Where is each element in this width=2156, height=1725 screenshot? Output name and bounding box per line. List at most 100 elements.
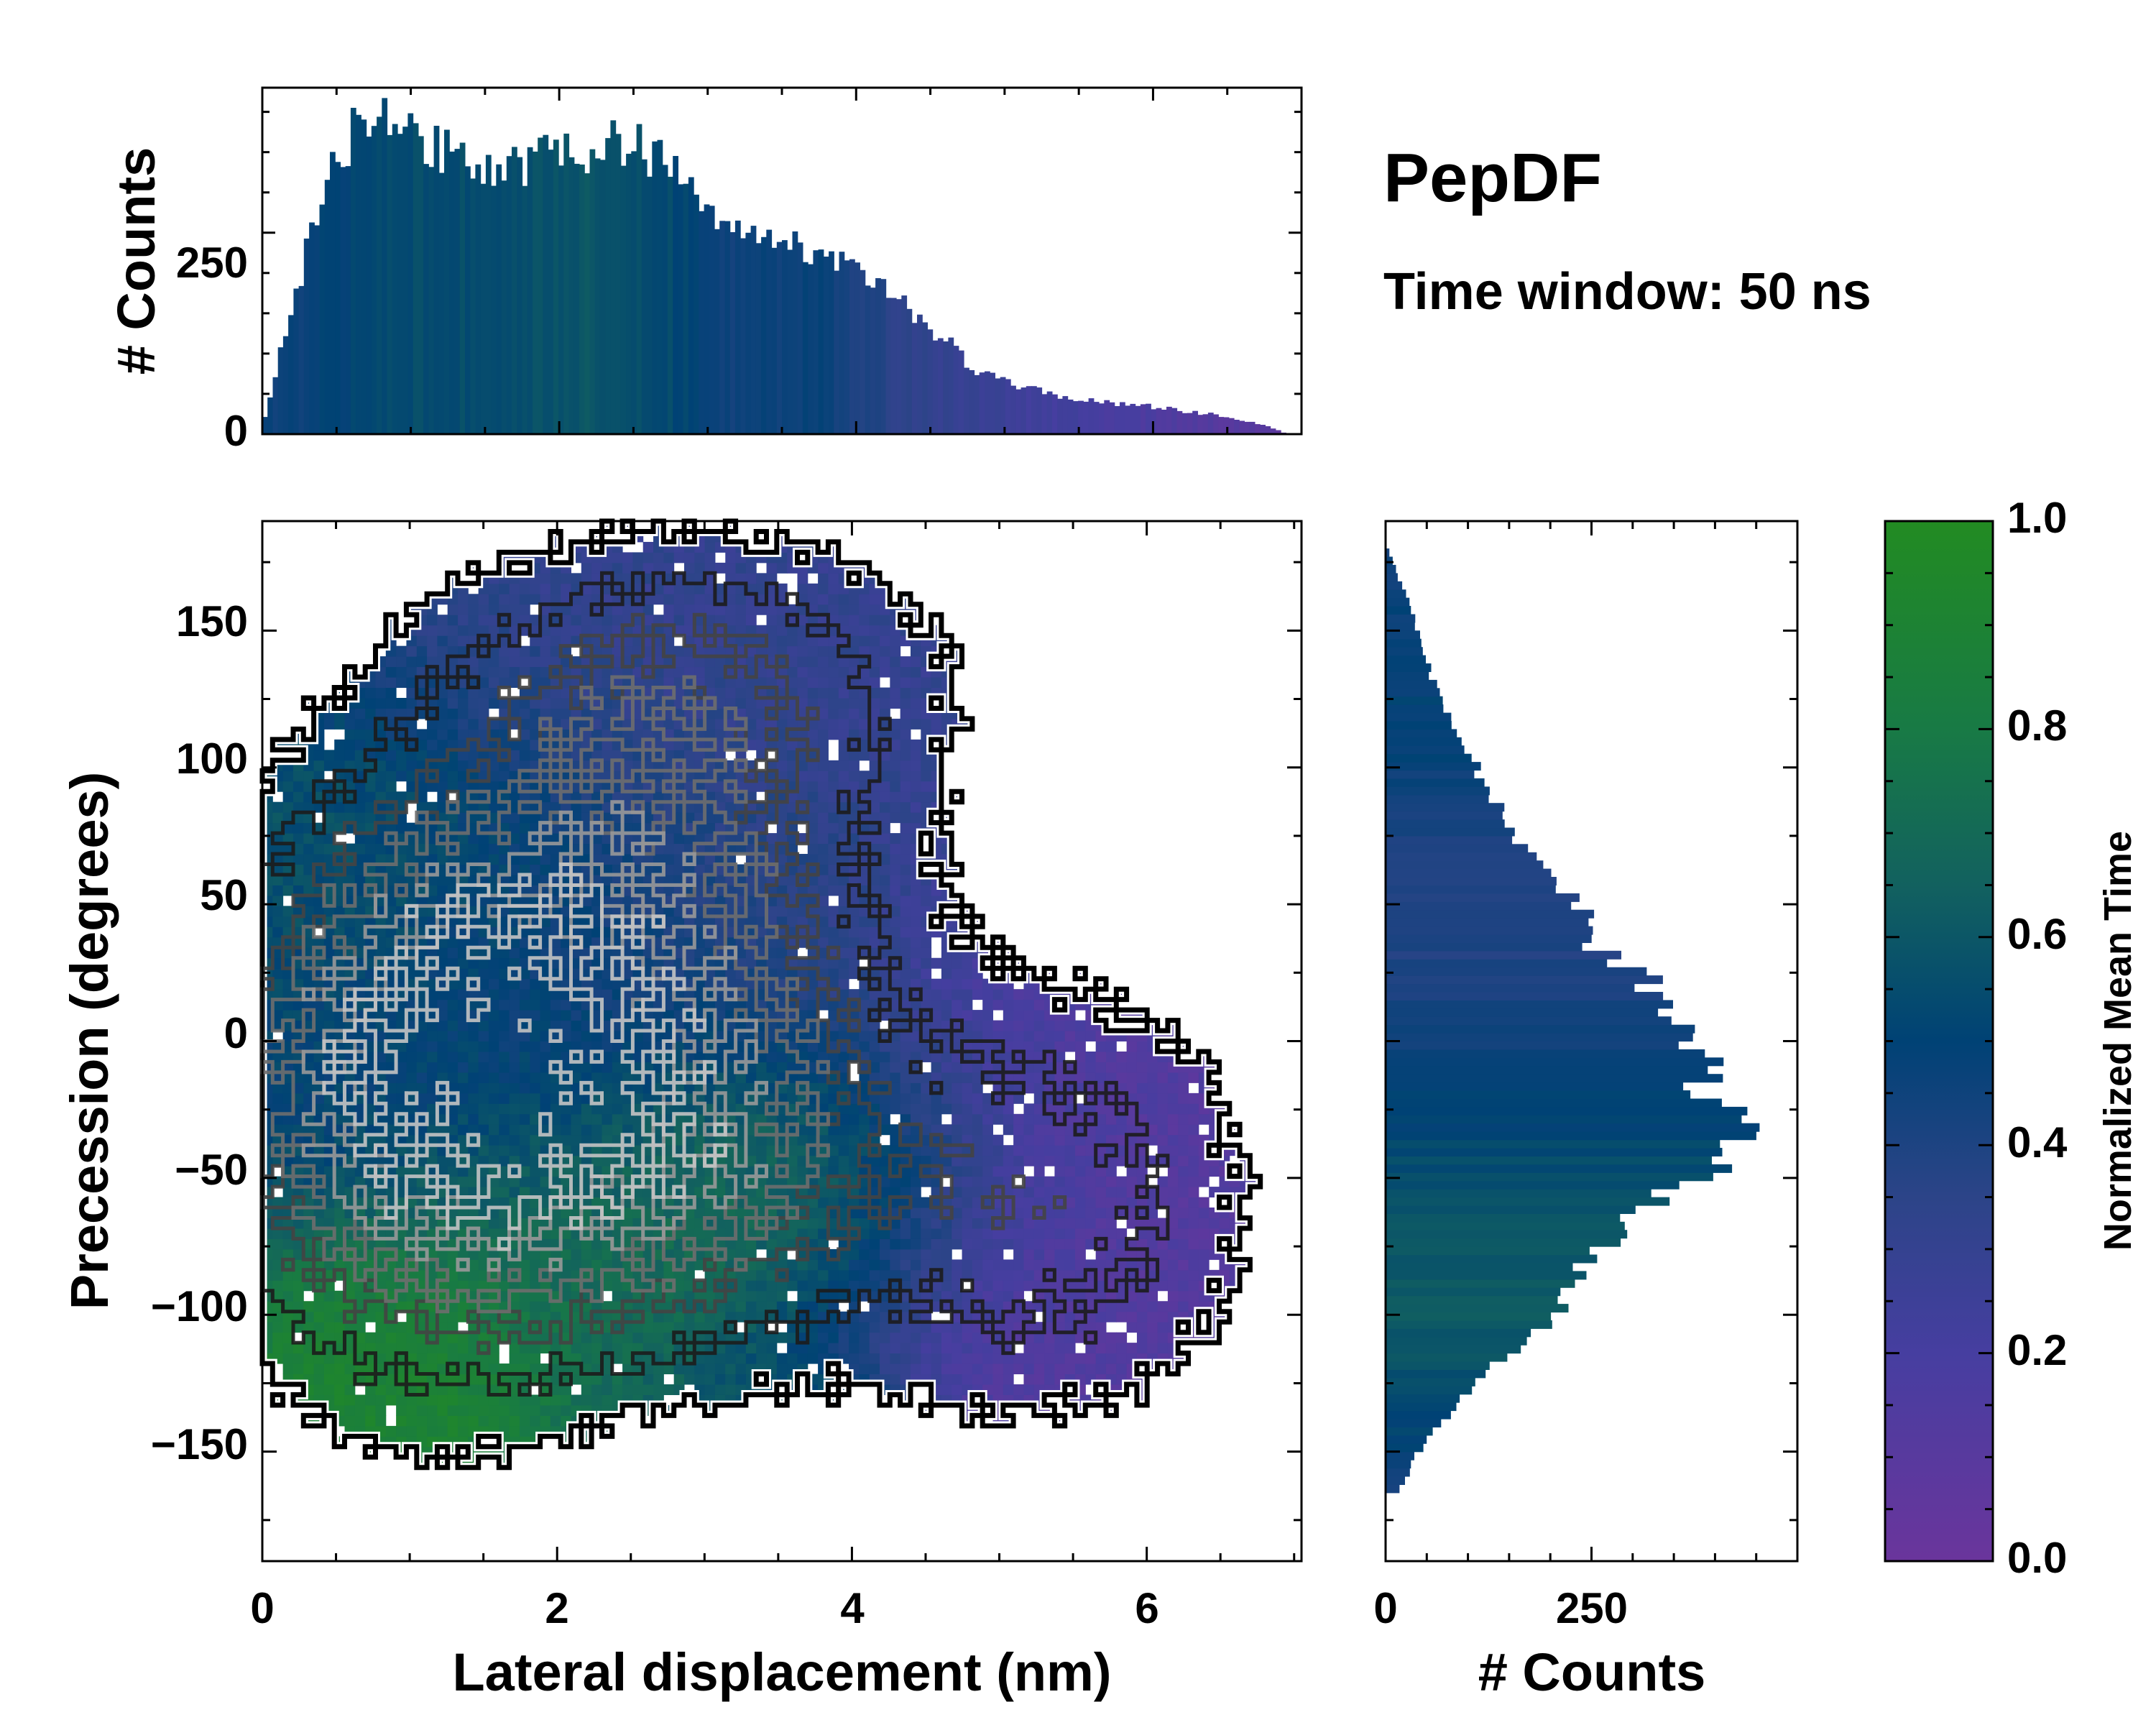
- heatmap-cell: [303, 1248, 315, 1260]
- heatmap-cell: [488, 666, 499, 678]
- heatmap-cell: [282, 1353, 294, 1364]
- heatmap-cell: [313, 1103, 325, 1115]
- heatmap-cell: [385, 1124, 397, 1136]
- heatmap-cell: [571, 615, 582, 626]
- heatmap-cell: [488, 1134, 499, 1146]
- heatmap-cell: [282, 1134, 294, 1146]
- heatmap-cell: [282, 1166, 294, 1177]
- top-histogram-bar: [683, 183, 689, 434]
- top-histogram-bar: [1260, 425, 1266, 434]
- heatmap-cell: [313, 854, 325, 865]
- heatmap-cell: [334, 1062, 346, 1073]
- top-histogram-bar: [522, 185, 528, 434]
- heatmap-cell: [334, 854, 346, 865]
- heatmap-cell: [745, 1353, 757, 1364]
- heatmap-cell: [313, 801, 325, 813]
- top-histogram-bar: [834, 270, 840, 434]
- heatmap-cell: [282, 1103, 294, 1115]
- heatmap-cell: [869, 1269, 880, 1281]
- heatmap-cell: [323, 1155, 335, 1167]
- heatmap-cell: [385, 1197, 397, 1208]
- heatmap-cell: [323, 926, 335, 938]
- top-histogram-bar: [870, 288, 876, 434]
- heatmap-cell: [869, 615, 880, 626]
- heatmap-cell: [344, 1311, 356, 1322]
- heatmap-cell: [313, 1072, 325, 1083]
- heatmap-cell: [334, 801, 346, 813]
- heatmap-cell: [334, 885, 346, 896]
- heatmap-cell: [323, 989, 335, 1000]
- top-histogram-bar: [829, 251, 834, 434]
- heatmap-cell: [303, 833, 315, 845]
- heatmap-cell: [313, 1363, 325, 1375]
- heatmap-cell: [530, 1082, 541, 1094]
- heatmap-cell: [375, 1020, 387, 1031]
- top-histogram-bar: [1254, 424, 1261, 434]
- heatmap-cell: [478, 1072, 489, 1083]
- top-histogram-bar: [740, 238, 746, 434]
- heatmap-cell: [530, 1353, 541, 1364]
- heatmap-cell: [375, 1113, 387, 1125]
- heatmap-cell: [818, 687, 829, 699]
- heatmap-cell: [828, 666, 839, 678]
- heatmap-cell: [354, 874, 366, 886]
- top-histogram-bar: [620, 165, 627, 434]
- heatmap-cell: [478, 1103, 489, 1115]
- heatmap-cell: [292, 978, 304, 990]
- top-histogram-bar: [594, 158, 601, 434]
- heatmap-cell: [282, 1113, 294, 1125]
- heatmap-cell: [334, 1322, 346, 1333]
- heatmap-cell: [334, 1082, 346, 1094]
- heatmap-cell: [396, 1415, 407, 1427]
- heatmap-cell: [375, 926, 387, 938]
- heatmap-cell: [354, 843, 366, 855]
- heatmap-cell: [344, 1228, 356, 1239]
- heatmap-cell: [776, 562, 788, 574]
- top-histogram-bar: [501, 180, 507, 434]
- heatmap-cell: [396, 656, 407, 668]
- heatmap-cell: [509, 989, 520, 1000]
- heatmap-cell: [530, 656, 541, 668]
- heatmap-cell: [458, 615, 469, 626]
- heatmap-cell: [375, 739, 387, 750]
- top-histogram-bar: [917, 314, 923, 434]
- heatmap-cell: [416, 1425, 428, 1437]
- heatmap-cell: [292, 947, 304, 959]
- heatmap-cell: [869, 1363, 880, 1375]
- heatmap-cell: [581, 1394, 592, 1406]
- heatmap-cell: [292, 1166, 304, 1177]
- heatmap-cell: [323, 864, 335, 875]
- heatmap-cell: [354, 999, 366, 1011]
- heatmap-cell: [849, 1269, 860, 1281]
- heatmap-cell: [323, 978, 335, 990]
- heatmap-cell: [365, 718, 376, 730]
- heatmap-cell: [478, 843, 489, 855]
- heatmap-cell: [292, 937, 304, 948]
- heatmap-cell: [499, 1113, 510, 1125]
- heatmap-cell: [282, 1010, 294, 1021]
- heatmap-cell: [427, 1041, 438, 1052]
- heatmap-cell: [365, 1248, 376, 1260]
- heatmap-cell: [313, 843, 325, 855]
- top-histogram-bar: [282, 336, 289, 434]
- heatmap-cell: [385, 1041, 397, 1052]
- heatmap-cell: [375, 718, 387, 730]
- heatmap-cell: [396, 1124, 407, 1136]
- heatmap-cell: [313, 1332, 325, 1343]
- heatmap-cell: [869, 625, 880, 636]
- heatmap-cell: [447, 1404, 459, 1416]
- heatmap-cell: [427, 1051, 438, 1062]
- heatmap-cell: [354, 1301, 366, 1312]
- heatmap-cell: [323, 1353, 335, 1364]
- top-histogram-bar: [345, 166, 351, 434]
- heatmap-cell: [344, 1363, 356, 1375]
- heatmap-cell: [725, 1374, 737, 1385]
- heatmap-cell: [354, 1228, 366, 1239]
- heatmap-cell: [828, 573, 839, 584]
- heatmap-cell: [344, 1248, 356, 1260]
- heatmap-cell: [385, 1363, 397, 1375]
- heatmap-cell: [313, 968, 325, 980]
- top-histogram-bar: [382, 98, 388, 434]
- top-histogram-bar: [657, 139, 663, 434]
- top-histogram-bar: [1041, 394, 1048, 434]
